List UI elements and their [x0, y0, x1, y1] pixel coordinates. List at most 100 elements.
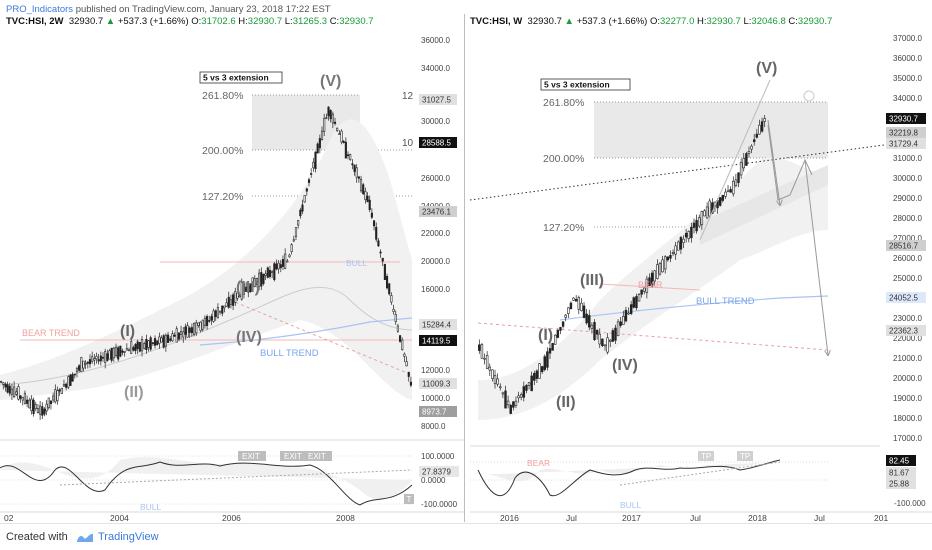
- left-candle: [320, 126, 324, 141]
- left-candle: [377, 238, 380, 247]
- right-time-tick: 2016: [500, 513, 519, 523]
- right-price-tick: 28000.0: [893, 214, 922, 223]
- left-candle: [394, 310, 397, 325]
- left-bear-trend-label: BEAR TREND: [22, 328, 80, 338]
- left-candle: [340, 129, 343, 145]
- left-candle: [175, 326, 178, 343]
- left-candle: [344, 137, 347, 159]
- footer: Created with TradingView: [0, 523, 932, 550]
- right-wave-V: (V): [756, 60, 777, 77]
- left-candle: [195, 319, 198, 336]
- right-osc-bull-label: BULL: [620, 500, 642, 510]
- right-symbol[interactable]: TVC:HSI, W: [470, 16, 523, 27]
- left-candle: [130, 336, 133, 354]
- right-candle: [645, 275, 649, 299]
- left-candle: [386, 273, 389, 290]
- left-candle: [140, 335, 144, 357]
- left-candle: [329, 109, 332, 123]
- left-osc-axis[interactable]: 100.0000 0.0000 -100.0000 27.8379: [419, 452, 459, 509]
- right-candle: [742, 152, 745, 172]
- left-candle: [119, 345, 122, 358]
- right-time-axis[interactable]: 2016 Jul 2017 Jul 2018 Jul 201: [500, 513, 888, 523]
- left-osc-bull-label: BULL: [140, 502, 162, 512]
- svg-text:T: T: [407, 495, 412, 504]
- left-candle: [206, 314, 209, 330]
- left-wave-I: (I): [120, 323, 135, 340]
- right-candle: [499, 383, 502, 391]
- left-candle: [273, 261, 276, 282]
- left-candle: [73, 373, 76, 379]
- right-candle: [588, 309, 591, 331]
- left-time-axis[interactable]: 02 2004 2006 2008: [4, 513, 355, 523]
- left-price-tick: 10000.0: [421, 394, 450, 403]
- right-candle: [543, 354, 546, 372]
- right-candle: [708, 198, 711, 219]
- left-exit-badge-3: [304, 451, 332, 461]
- right-open: 32277.0: [660, 16, 695, 27]
- right-candle: [554, 334, 557, 345]
- right-time-tick: Jul: [566, 513, 577, 523]
- left-candle: [4, 382, 7, 392]
- left-candle: [288, 253, 291, 258]
- right-candle: [493, 369, 497, 389]
- left-candle: [325, 113, 328, 120]
- right-price-tick: 26000.0: [893, 254, 922, 263]
- right-candle: [656, 259, 659, 280]
- right-candle: [640, 289, 643, 298]
- left-candle: [160, 335, 163, 343]
- left-candle: [258, 269, 261, 291]
- charts-canvas[interactable]: 5 vs 3 extension 261.80% 200.00% 127.20%…: [0, 0, 932, 524]
- left-candle: [279, 259, 282, 273]
- right-osc-axis[interactable]: -100.000 82.45 81.67 25.88: [886, 455, 926, 508]
- left-candle: [331, 111, 334, 129]
- right-candle: [753, 134, 756, 146]
- right-price-axis[interactable]: 37000.036000.035000.034000.033000.031000…: [893, 34, 922, 443]
- left-candle: [268, 265, 272, 279]
- left-price-tick: 12000.0: [421, 366, 450, 375]
- left-symbol[interactable]: TVC:HSI, 2W: [6, 16, 64, 27]
- left-osc-tick: 100.0000: [421, 452, 455, 461]
- right-osc-tag-text: 25.88: [889, 480, 910, 489]
- left-candle: [210, 313, 213, 326]
- right-candle: [603, 344, 607, 351]
- right-candle: [679, 235, 683, 254]
- left-exit-badge-1: [238, 451, 266, 461]
- left-candle: [247, 281, 250, 298]
- right-candle: [671, 249, 675, 257]
- right-candle: [705, 202, 709, 219]
- tradingview-brand-link[interactable]: TradingView: [98, 531, 159, 543]
- right-candle: [648, 273, 651, 287]
- left-candle: [121, 348, 124, 356]
- right-osc-tag-text: 81.67: [889, 469, 910, 478]
- left-candle: [405, 356, 408, 367]
- right-price-tag: 24052.5: [886, 292, 926, 303]
- left-candle: [299, 207, 302, 219]
- left-candle: [303, 194, 306, 203]
- left-candle: [271, 269, 274, 279]
- left-osc-tick: -100.0000: [421, 500, 458, 509]
- left-candle: [26, 395, 29, 408]
- right-candle: [582, 302, 586, 319]
- right-fib-200: 200.00%: [543, 153, 584, 165]
- right-candle: [595, 329, 599, 340]
- right-candle: [488, 363, 491, 377]
- left-price-tag-text: 31027.5: [422, 96, 451, 105]
- left-price-tag-text: 15284.4: [422, 321, 451, 330]
- left-price-tag: 23476.1: [419, 206, 457, 217]
- right-candle: [598, 328, 601, 349]
- right-candle: [718, 197, 722, 207]
- right-candle: [514, 396, 518, 409]
- right-candle: [480, 343, 484, 359]
- author-link[interactable]: PRO_Indicators: [6, 4, 74, 15]
- left-candle: [145, 334, 148, 354]
- right-candle: [737, 172, 740, 188]
- right-candle: [517, 391, 520, 403]
- left-candle: [101, 352, 105, 362]
- left-candle: [62, 379, 66, 387]
- left-price-tag: 31027.5: [419, 94, 457, 105]
- right-candle: [643, 287, 646, 295]
- right-channel: [700, 165, 828, 245]
- right-high: 32930.7: [706, 16, 741, 27]
- left-osc-tag-text: 27.8379: [422, 468, 451, 477]
- left-price-axis[interactable]: 36000.034000.030000.026000.024000.022000…: [421, 36, 450, 431]
